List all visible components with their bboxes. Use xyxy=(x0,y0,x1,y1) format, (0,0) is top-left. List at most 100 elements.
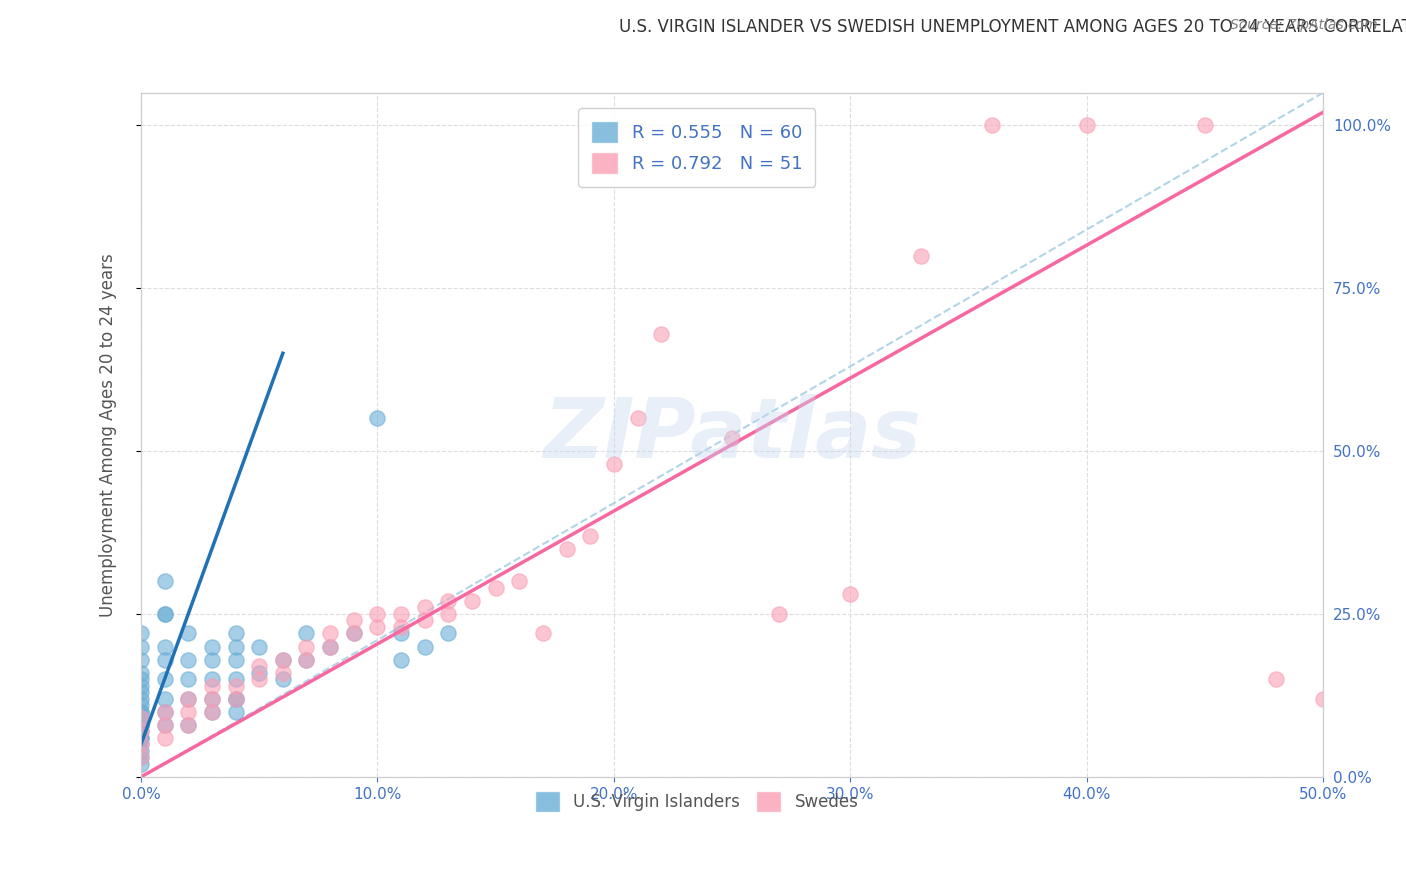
Swedes xyxy=(295,640,318,654)
Swedes xyxy=(1194,118,1216,132)
Swedes xyxy=(271,652,294,666)
U.S. Virgin Islanders xyxy=(129,756,152,771)
U.S. Virgin Islanders xyxy=(129,705,152,719)
Swedes xyxy=(1076,118,1098,132)
Swedes xyxy=(579,529,602,543)
U.S. Virgin Islanders xyxy=(129,665,152,680)
Swedes xyxy=(343,626,366,640)
Swedes xyxy=(343,614,366,628)
Swedes xyxy=(177,717,200,731)
U.S. Virgin Islanders xyxy=(129,640,152,654)
Y-axis label: Unemployment Among Ages 20 to 24 years: Unemployment Among Ages 20 to 24 years xyxy=(100,252,117,616)
Swedes xyxy=(129,711,152,725)
Swedes xyxy=(721,431,744,445)
U.S. Virgin Islanders xyxy=(225,640,247,654)
Text: U.S. VIRGIN ISLANDER VS SWEDISH UNEMPLOYMENT AMONG AGES 20 TO 24 YEARS CORRELATI: U.S. VIRGIN ISLANDER VS SWEDISH UNEMPLOY… xyxy=(619,18,1406,36)
Swedes xyxy=(247,672,270,686)
Swedes xyxy=(389,607,412,621)
Swedes xyxy=(768,607,790,621)
Swedes xyxy=(129,750,152,764)
U.S. Virgin Islanders xyxy=(153,607,176,621)
U.S. Virgin Islanders xyxy=(129,717,152,731)
U.S. Virgin Islanders xyxy=(129,679,152,693)
Swedes xyxy=(485,581,508,595)
U.S. Virgin Islanders xyxy=(225,705,247,719)
Swedes xyxy=(225,691,247,706)
U.S. Virgin Islanders xyxy=(153,691,176,706)
U.S. Virgin Islanders xyxy=(271,652,294,666)
U.S. Virgin Islanders xyxy=(225,652,247,666)
U.S. Virgin Islanders xyxy=(271,672,294,686)
U.S. Virgin Islanders xyxy=(129,731,152,745)
Swedes xyxy=(1265,672,1288,686)
Swedes xyxy=(603,457,626,471)
Swedes xyxy=(461,594,484,608)
Swedes xyxy=(650,326,672,341)
U.S. Virgin Islanders xyxy=(153,705,176,719)
U.S. Virgin Islanders xyxy=(201,652,224,666)
U.S. Virgin Islanders xyxy=(129,652,152,666)
Swedes xyxy=(295,652,318,666)
Swedes xyxy=(319,640,342,654)
U.S. Virgin Islanders xyxy=(153,717,176,731)
U.S. Virgin Islanders xyxy=(413,640,436,654)
Text: Source: ZipAtlas.com: Source: ZipAtlas.com xyxy=(1230,18,1378,32)
U.S. Virgin Islanders xyxy=(129,685,152,699)
U.S. Virgin Islanders xyxy=(129,731,152,745)
U.S. Virgin Islanders xyxy=(129,744,152,758)
Swedes xyxy=(129,737,152,751)
Swedes xyxy=(413,600,436,615)
U.S. Virgin Islanders xyxy=(295,626,318,640)
Swedes xyxy=(413,614,436,628)
U.S. Virgin Islanders xyxy=(225,672,247,686)
U.S. Virgin Islanders xyxy=(343,626,366,640)
U.S. Virgin Islanders xyxy=(153,640,176,654)
U.S. Virgin Islanders xyxy=(437,626,460,640)
U.S. Virgin Islanders xyxy=(153,574,176,589)
U.S. Virgin Islanders xyxy=(389,626,412,640)
Swedes xyxy=(910,248,932,262)
Swedes xyxy=(437,607,460,621)
U.S. Virgin Islanders xyxy=(201,640,224,654)
Swedes xyxy=(153,705,176,719)
U.S. Virgin Islanders xyxy=(247,665,270,680)
U.S. Virgin Islanders xyxy=(177,672,200,686)
Swedes xyxy=(555,541,578,556)
Swedes xyxy=(366,620,388,634)
U.S. Virgin Islanders xyxy=(129,750,152,764)
U.S. Virgin Islanders xyxy=(129,711,152,725)
U.S. Virgin Islanders xyxy=(201,705,224,719)
U.S. Virgin Islanders xyxy=(129,737,152,751)
Swedes xyxy=(153,731,176,745)
Text: ZIPatlas: ZIPatlas xyxy=(543,394,921,475)
U.S. Virgin Islanders xyxy=(177,652,200,666)
Swedes xyxy=(201,705,224,719)
U.S. Virgin Islanders xyxy=(389,652,412,666)
U.S. Virgin Islanders xyxy=(129,672,152,686)
Swedes xyxy=(177,691,200,706)
Swedes xyxy=(389,620,412,634)
U.S. Virgin Islanders xyxy=(225,691,247,706)
U.S. Virgin Islanders xyxy=(319,640,342,654)
Swedes xyxy=(153,717,176,731)
U.S. Virgin Islanders xyxy=(366,411,388,425)
U.S. Virgin Islanders xyxy=(153,672,176,686)
Legend: U.S. Virgin Islanders, Swedes: U.S. Virgin Islanders, Swedes xyxy=(523,780,870,823)
Swedes xyxy=(437,594,460,608)
Swedes xyxy=(981,118,1004,132)
U.S. Virgin Islanders xyxy=(225,691,247,706)
U.S. Virgin Islanders xyxy=(153,607,176,621)
U.S. Virgin Islanders xyxy=(201,672,224,686)
Swedes xyxy=(201,691,224,706)
Swedes xyxy=(201,679,224,693)
U.S. Virgin Islanders xyxy=(201,691,224,706)
U.S. Virgin Islanders xyxy=(129,724,152,739)
Swedes xyxy=(366,607,388,621)
U.S. Virgin Islanders xyxy=(247,640,270,654)
U.S. Virgin Islanders xyxy=(295,652,318,666)
Swedes xyxy=(626,411,648,425)
U.S. Virgin Islanders xyxy=(225,626,247,640)
U.S. Virgin Islanders xyxy=(129,705,152,719)
Swedes xyxy=(839,587,862,601)
Swedes xyxy=(225,679,247,693)
